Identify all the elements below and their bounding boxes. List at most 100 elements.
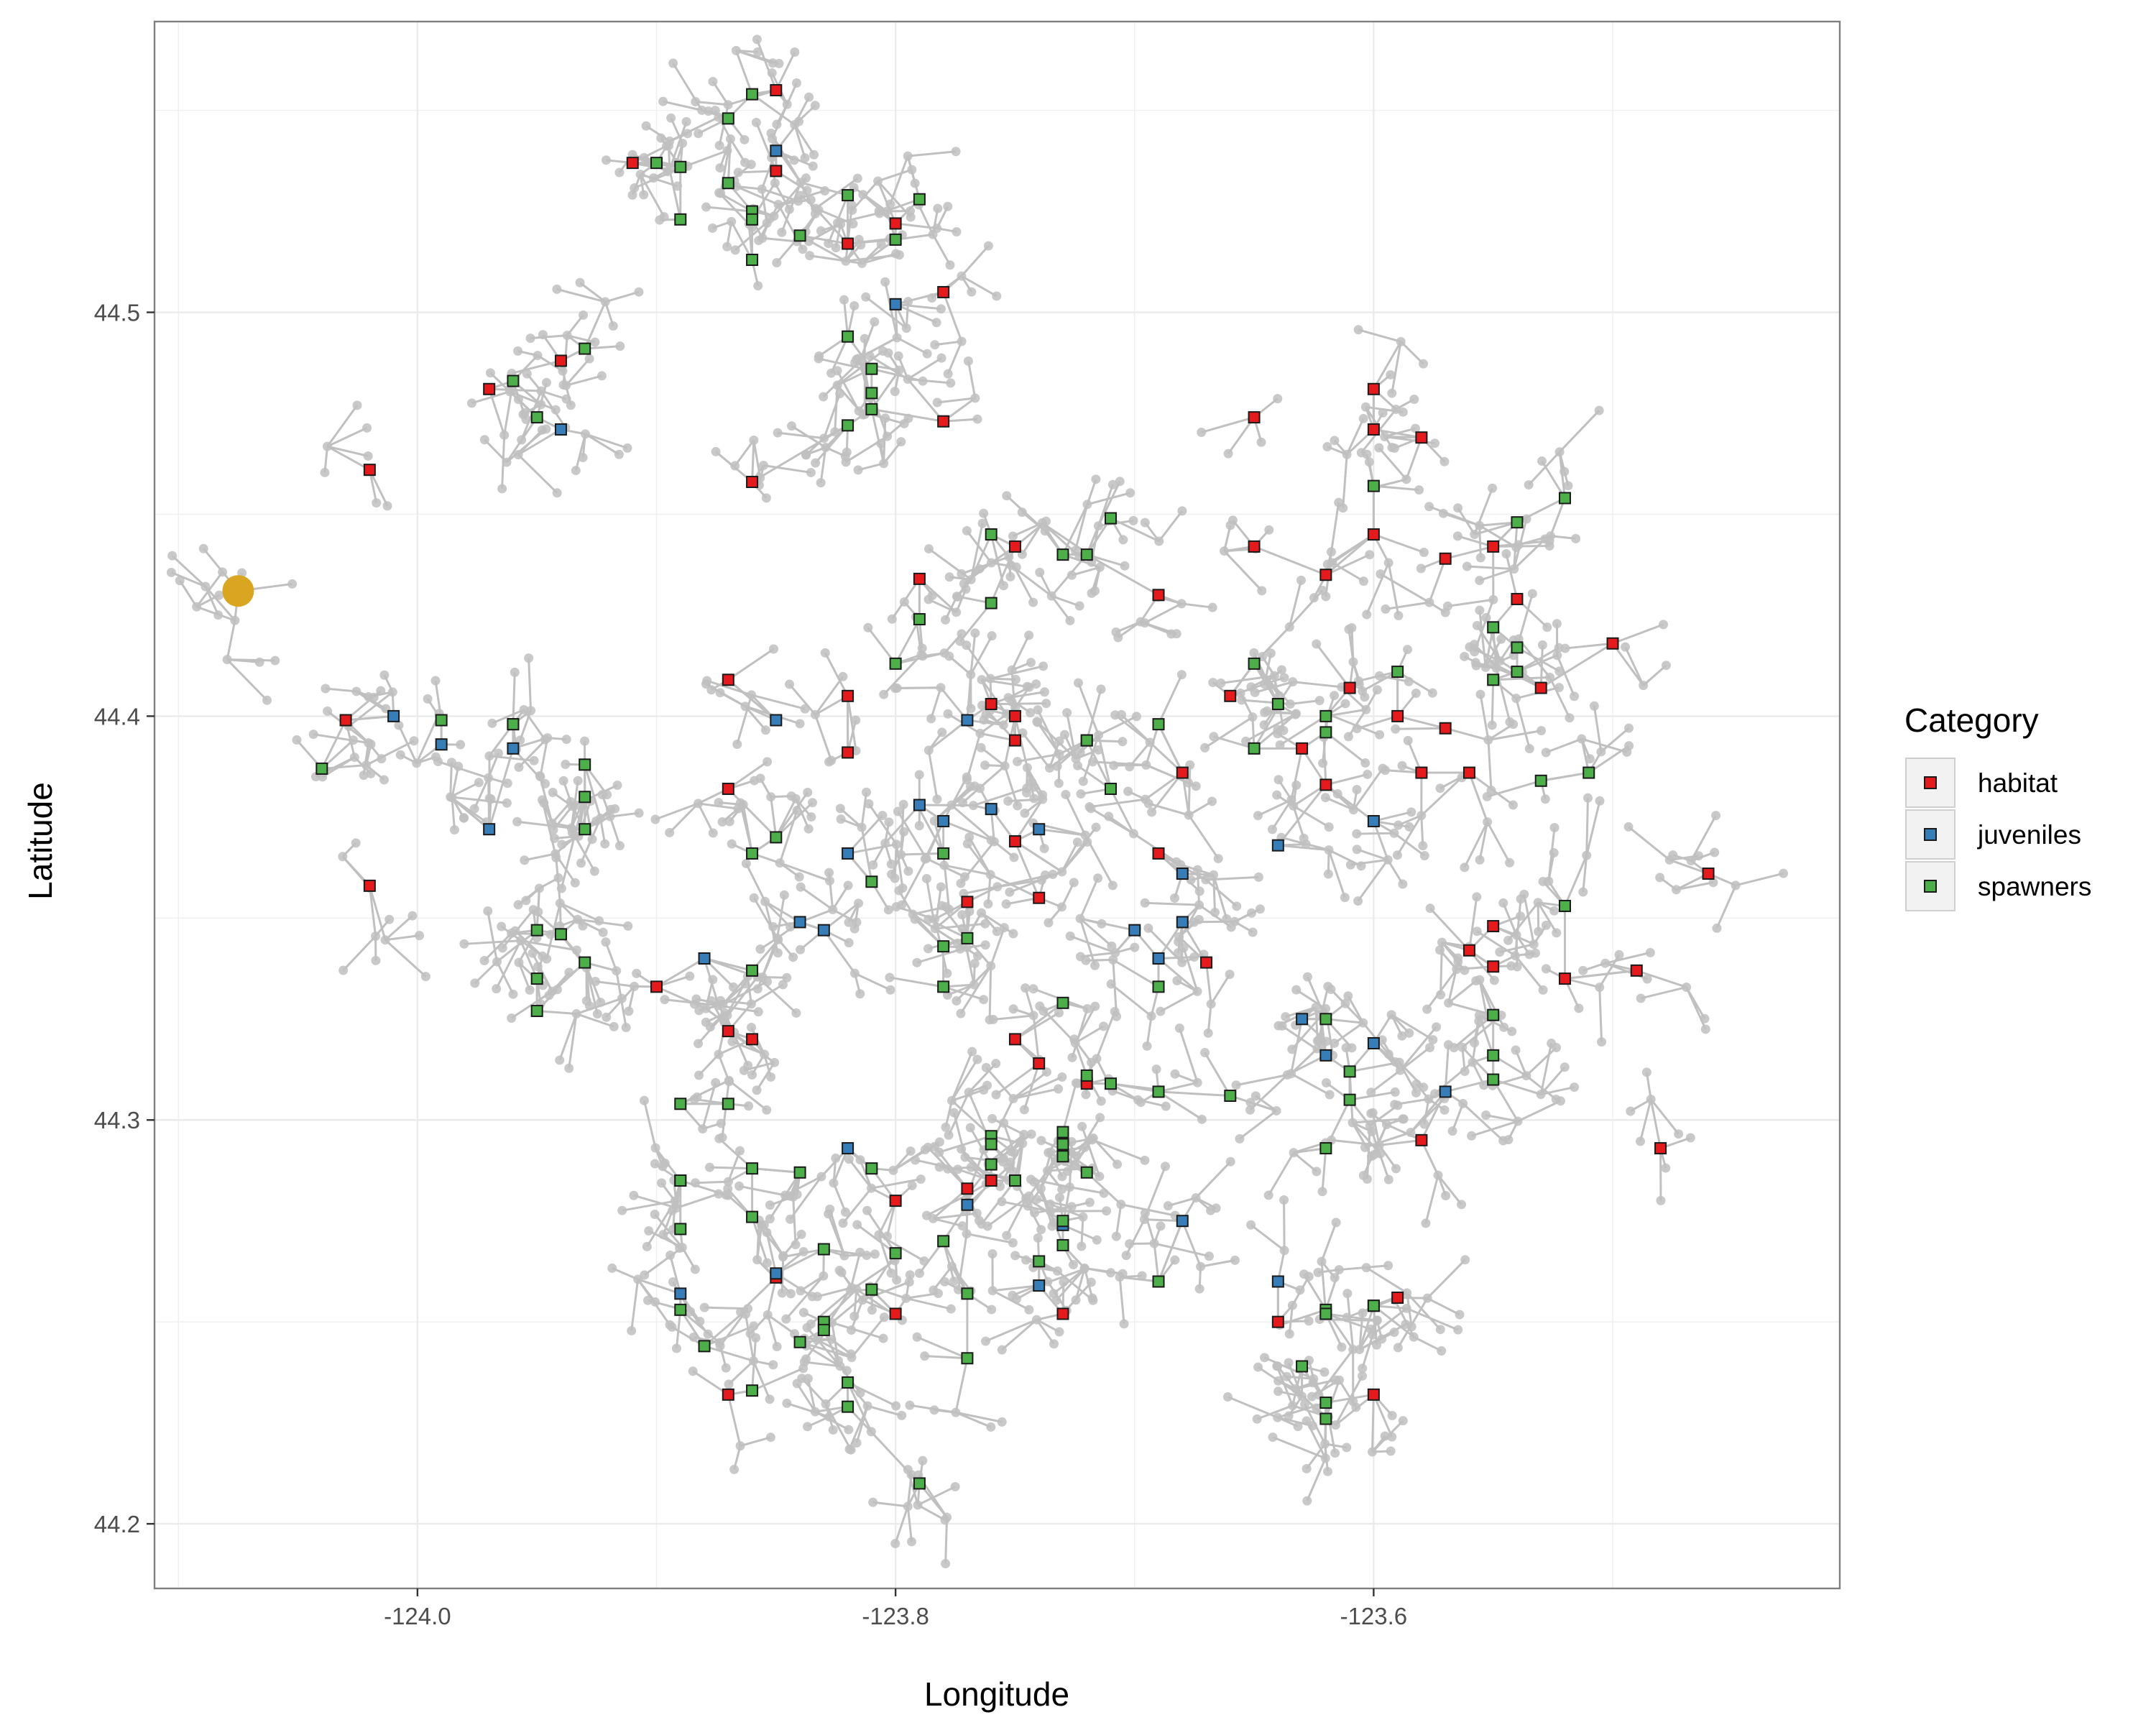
network-node	[796, 944, 806, 954]
network-node	[1090, 960, 1100, 970]
network-edge	[1061, 827, 1097, 873]
network-edge	[1485, 1114, 1519, 1123]
network-node	[844, 1425, 854, 1435]
spawners-point	[435, 714, 448, 727]
network-node	[855, 356, 865, 366]
network-edge	[1348, 629, 1355, 663]
network-node	[552, 284, 562, 294]
network-edge	[756, 39, 778, 91]
network-node	[520, 855, 530, 865]
network-node	[453, 761, 464, 771]
network-node	[1077, 1241, 1087, 1251]
network-node	[1054, 1008, 1064, 1018]
network-edge	[801, 1377, 827, 1405]
spawners-point	[1056, 1150, 1069, 1163]
network-node	[1184, 810, 1194, 820]
network-edge	[917, 1486, 956, 1506]
network-node	[791, 1008, 801, 1018]
network-node	[734, 1181, 745, 1191]
network-edge	[1021, 732, 1051, 769]
network-node	[1284, 1411, 1294, 1421]
network-node	[571, 466, 581, 476]
network-edge	[1013, 1076, 1063, 1100]
network-node	[1440, 607, 1450, 617]
network-node	[812, 1292, 822, 1302]
spawners-point	[650, 157, 663, 170]
juveniles-point	[1367, 814, 1380, 827]
network-edge	[1537, 901, 1558, 934]
network-node	[714, 188, 724, 198]
network-node	[1317, 1187, 1327, 1197]
spawners-point	[315, 762, 328, 775]
network-edge	[1097, 715, 1138, 737]
network-edge	[1735, 872, 1784, 887]
network-node	[1272, 790, 1282, 800]
network-edge	[1541, 460, 1566, 499]
network-edge	[326, 405, 359, 448]
network-node	[166, 567, 176, 577]
network-node	[1253, 811, 1263, 821]
network-node	[1398, 879, 1408, 889]
spawners-point	[1487, 673, 1500, 686]
network-node	[1200, 1048, 1210, 1058]
network-node	[753, 281, 763, 291]
network-node	[905, 1270, 915, 1280]
network-edge	[1445, 727, 1489, 741]
network-node	[933, 203, 943, 213]
network-edge	[1210, 973, 1231, 1005]
network-edge	[1005, 1197, 1027, 1236]
network-edge	[774, 182, 791, 210]
network-node	[505, 387, 515, 397]
network-node	[844, 938, 854, 948]
network-node	[803, 1422, 813, 1432]
network-node	[1235, 688, 1245, 698]
network-node	[1554, 643, 1564, 653]
network-node	[1393, 1100, 1403, 1110]
network-node	[768, 58, 778, 68]
network-node	[912, 957, 922, 967]
network-edge	[955, 1411, 992, 1428]
network-node	[903, 297, 913, 307]
network-edge	[1324, 1419, 1327, 1458]
network-edge	[1276, 1366, 1294, 1407]
network-node	[540, 778, 550, 788]
network-node	[1406, 807, 1416, 817]
network-node	[596, 371, 607, 381]
network-node	[953, 1164, 963, 1174]
network-edge	[1356, 848, 1388, 861]
habitat-point	[1033, 1057, 1046, 1070]
network-node	[1386, 1010, 1396, 1020]
network-edge	[1365, 1266, 1408, 1294]
network-node	[1472, 620, 1482, 630]
network-node	[514, 762, 524, 772]
network-node	[1348, 805, 1358, 815]
network-edge	[767, 1314, 796, 1335]
network-node	[1067, 1202, 1077, 1212]
network-node	[749, 435, 759, 445]
network-node	[1065, 931, 1075, 941]
network-node	[1222, 914, 1232, 924]
network-node	[1253, 872, 1263, 882]
network-node	[1334, 497, 1344, 507]
network-node	[433, 757, 443, 767]
network-node	[1574, 1003, 1584, 1013]
network-node	[534, 883, 544, 893]
network-node	[803, 824, 814, 834]
network-node	[1314, 696, 1325, 706]
network-node	[1342, 1443, 1352, 1453]
network-node	[903, 151, 913, 161]
network-node	[1403, 645, 1413, 655]
network-node	[952, 938, 962, 948]
network-node	[820, 185, 830, 196]
network-edge	[679, 1309, 721, 1344]
network-node	[1381, 604, 1391, 614]
habitat-point	[1511, 592, 1524, 605]
network-node	[1220, 546, 1230, 556]
network-node	[1120, 561, 1130, 571]
network-node	[1534, 926, 1544, 937]
network-node	[778, 1252, 788, 1262]
network-node	[927, 590, 937, 600]
network-edge	[845, 254, 900, 262]
network-node	[1475, 520, 1485, 530]
network-node	[757, 184, 767, 194]
